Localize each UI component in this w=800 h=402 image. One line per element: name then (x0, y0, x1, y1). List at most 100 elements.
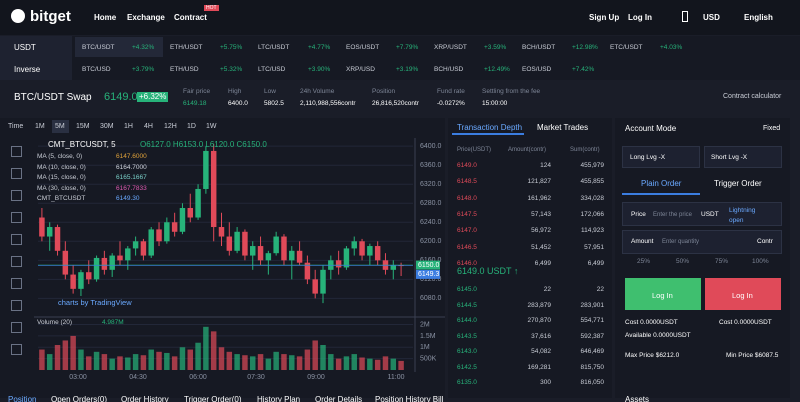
ob-sum: 455,855 (580, 178, 605, 186)
lightning[interactable]: Lightning open (729, 207, 756, 224)
ob-price: 6144.5 (457, 301, 477, 309)
ob-sum: 592,387 (580, 332, 605, 340)
volume-bar (164, 352, 170, 370)
hot-badge: HOT (204, 5, 219, 11)
timeframe[interactable]: 12H (164, 123, 177, 130)
candle-body (62, 250, 69, 275)
change-badge: +6.32% (137, 92, 169, 102)
timeframe[interactable]: 1D (187, 123, 196, 130)
timeframe[interactable]: 4H (144, 123, 153, 130)
candle-body (250, 246, 256, 256)
ob-amount: 56,972 (531, 227, 551, 235)
percent[interactable]: 50% (676, 258, 690, 265)
nav-right[interactable]: English (744, 13, 773, 22)
nav-link[interactable]: Home (94, 13, 117, 22)
ticker-pair[interactable]: EOS/USDT (346, 44, 380, 51)
timeframe[interactable]: 5M (55, 123, 65, 130)
order-tab[interactable]: Trigger Order (714, 179, 762, 188)
tool-icon[interactable] (11, 212, 22, 223)
ticker-pair[interactable]: BCH/USD (434, 66, 464, 73)
ticker-pair[interactable]: BTC/USD (82, 66, 111, 73)
bottom-tab[interactable]: Open Orders(0) (51, 395, 108, 402)
long-lvg-box[interactable] (622, 146, 700, 168)
ticker-pair[interactable]: LTC/USDT (258, 44, 290, 51)
calculator[interactable]: Contract calculator (723, 93, 782, 100)
bottom-tab[interactable]: Order History (121, 395, 169, 402)
candle-body (273, 236, 279, 254)
price-input[interactable] (622, 202, 782, 226)
timeframe[interactable]: 15M (76, 123, 90, 130)
tool-icon[interactable] (11, 168, 22, 179)
ticker-pair[interactable]: ETH/USD (170, 66, 199, 73)
ticker-pair[interactable]: XRP/USDT (434, 44, 467, 51)
volume-bar (390, 358, 397, 370)
ticker-pair[interactable]: XRP/USD (346, 66, 375, 73)
timeframe[interactable]: 1M (35, 123, 45, 130)
amount-input[interactable] (622, 230, 782, 254)
tool-icon[interactable] (11, 278, 22, 289)
tool-icon[interactable] (11, 190, 22, 201)
tool-icon[interactable] (11, 322, 22, 333)
tool-icon[interactable] (11, 300, 22, 311)
ob-tab[interactable]: Market Trades (537, 123, 589, 132)
study-value: 6165.1667 (116, 174, 147, 181)
ob-tab-active (452, 133, 524, 135)
ticker-pair[interactable]: ETC/USDT (610, 44, 643, 51)
nav-link[interactable]: Exchange (127, 13, 165, 22)
price-tag-label: 6150.0 (418, 262, 440, 269)
tool-icon[interactable] (11, 256, 22, 267)
order-tab[interactable]: Plain Order (641, 179, 682, 188)
tool-icon[interactable] (11, 146, 22, 157)
volume-bar (62, 340, 69, 370)
percent[interactable]: 75% (715, 258, 729, 265)
ob-sum: 114,923 (580, 227, 604, 235)
bottom-tab[interactable]: Position (8, 395, 37, 402)
percent[interactable]: 100% (752, 258, 769, 265)
volume-bar (93, 351, 100, 370)
nav-link[interactable]: Contract (174, 13, 207, 22)
ticker-pair[interactable]: LTC/USD (258, 66, 286, 73)
bottom-tab[interactable]: Position History Bill (375, 395, 444, 402)
amount-unit: Contr (757, 238, 773, 245)
bottom-tab[interactable]: Order Details (315, 395, 363, 402)
volume-bar (335, 358, 342, 370)
nav-right[interactable]: USD (703, 13, 720, 22)
ob-price: 6143.0 (457, 348, 477, 355)
tool-icon[interactable] (11, 344, 22, 355)
x-tick-label: 04:30 (129, 374, 147, 381)
candle-body (164, 222, 170, 242)
timeframe[interactable]: 1W (206, 123, 217, 130)
ticker-pair[interactable]: ETH/USDT (170, 44, 203, 51)
bottom-tab[interactable]: History Plan (257, 395, 301, 402)
ticker-pair[interactable]: EOS/USD (522, 66, 552, 73)
percent[interactable]: 25% (637, 258, 651, 265)
ob-price: 6146.5 (457, 243, 477, 251)
market-label: USDT (14, 43, 36, 52)
bottom-tab[interactable]: Trigger Order(0) (184, 395, 242, 402)
ticker-pair[interactable]: BCH/USDT (522, 44, 556, 51)
ob-amount: 6,499 (534, 259, 551, 267)
ob-sum: 57,951 (584, 243, 604, 251)
buy-button[interactable] (625, 278, 701, 310)
tool-icon[interactable] (11, 234, 22, 245)
nav-right[interactable]: Sign Up (589, 13, 620, 22)
y-tick-label: 6320.0 (420, 181, 442, 188)
ob-amount: 300 (540, 379, 551, 386)
sell-button[interactable] (705, 278, 781, 310)
x-tick-label: 07:30 (247, 374, 265, 381)
timeframe[interactable]: 1H (124, 123, 133, 130)
volume-bar (78, 349, 84, 370)
ticker-change: +5.75% (220, 44, 243, 51)
market-labels (0, 36, 72, 80)
timeframe[interactable]: 30M (100, 123, 114, 130)
ob-price: 6143.5 (457, 332, 477, 340)
candle-body (46, 227, 53, 237)
nav-right[interactable]: Log In (628, 13, 652, 22)
ob-tab[interactable]: Transaction Depth (457, 123, 523, 132)
volume-bar (242, 355, 248, 370)
ob-price: 6147.0 (457, 227, 477, 235)
timeframe[interactable]: Time (8, 123, 24, 130)
short-lvg-box[interactable] (704, 146, 782, 168)
ticker-pair[interactable]: BTC/USDT (82, 44, 115, 51)
volume-value: 4.987M (102, 319, 124, 326)
